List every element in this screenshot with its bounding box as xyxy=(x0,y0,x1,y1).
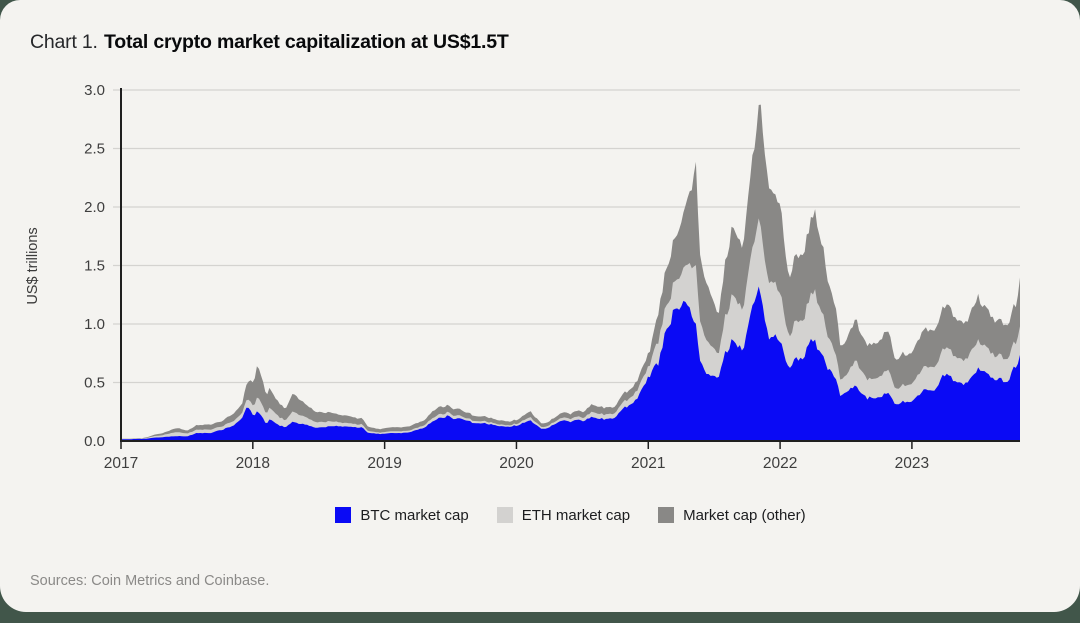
legend-item-btc-swatch xyxy=(335,507,352,523)
chart-title-text: Total crypto market capitalization at US… xyxy=(104,31,509,53)
x-tick-label: 2017 xyxy=(104,455,138,472)
legend-item-other-label: Market cap (other) xyxy=(683,506,806,524)
source-note: Sources: Coin Metrics and Coinbase. xyxy=(30,573,270,589)
x-tick-label: 2018 xyxy=(236,455,270,472)
legend-item-eth-label: ETH market cap xyxy=(521,506,631,524)
y-tick-label: 2.0 xyxy=(84,199,105,216)
y-tick-label: 2.5 xyxy=(84,141,105,158)
x-tick-label: 2022 xyxy=(763,455,797,472)
legend-item-eth-swatch xyxy=(496,507,513,523)
x-tick-label: 2020 xyxy=(499,455,534,472)
legend-item-btc: BTC market cap xyxy=(335,506,469,524)
chart-legend: BTC market cap ETH market cap Market cap (… xyxy=(121,504,1020,526)
x-tick-label: 2019 xyxy=(367,455,401,472)
x-tick-label: 2023 xyxy=(895,455,929,472)
legend-item-other: Market cap (other) xyxy=(658,507,806,524)
legend-item-eth: ETH market cap xyxy=(496,506,631,524)
y-axis-title: US$ trillions xyxy=(25,227,41,304)
chart-title: Chart 1. Total crypto market capitalizati… xyxy=(30,31,509,54)
y-tick-label: 3.0 xyxy=(84,82,105,99)
y-tick-label: 0.5 xyxy=(84,375,105,392)
legend-item-btc-label: BTC market cap xyxy=(360,506,469,524)
y-tick-label: 0.0 xyxy=(84,433,105,450)
legend-item-other-swatch xyxy=(658,507,675,523)
y-tick-label: 1.5 xyxy=(84,258,105,275)
btc-market-cap-area xyxy=(121,286,1020,441)
x-tick-label: 2021 xyxy=(631,455,665,472)
y-tick-label: 1.0 xyxy=(84,316,105,333)
chart-number-label: Chart 1. xyxy=(30,31,98,53)
